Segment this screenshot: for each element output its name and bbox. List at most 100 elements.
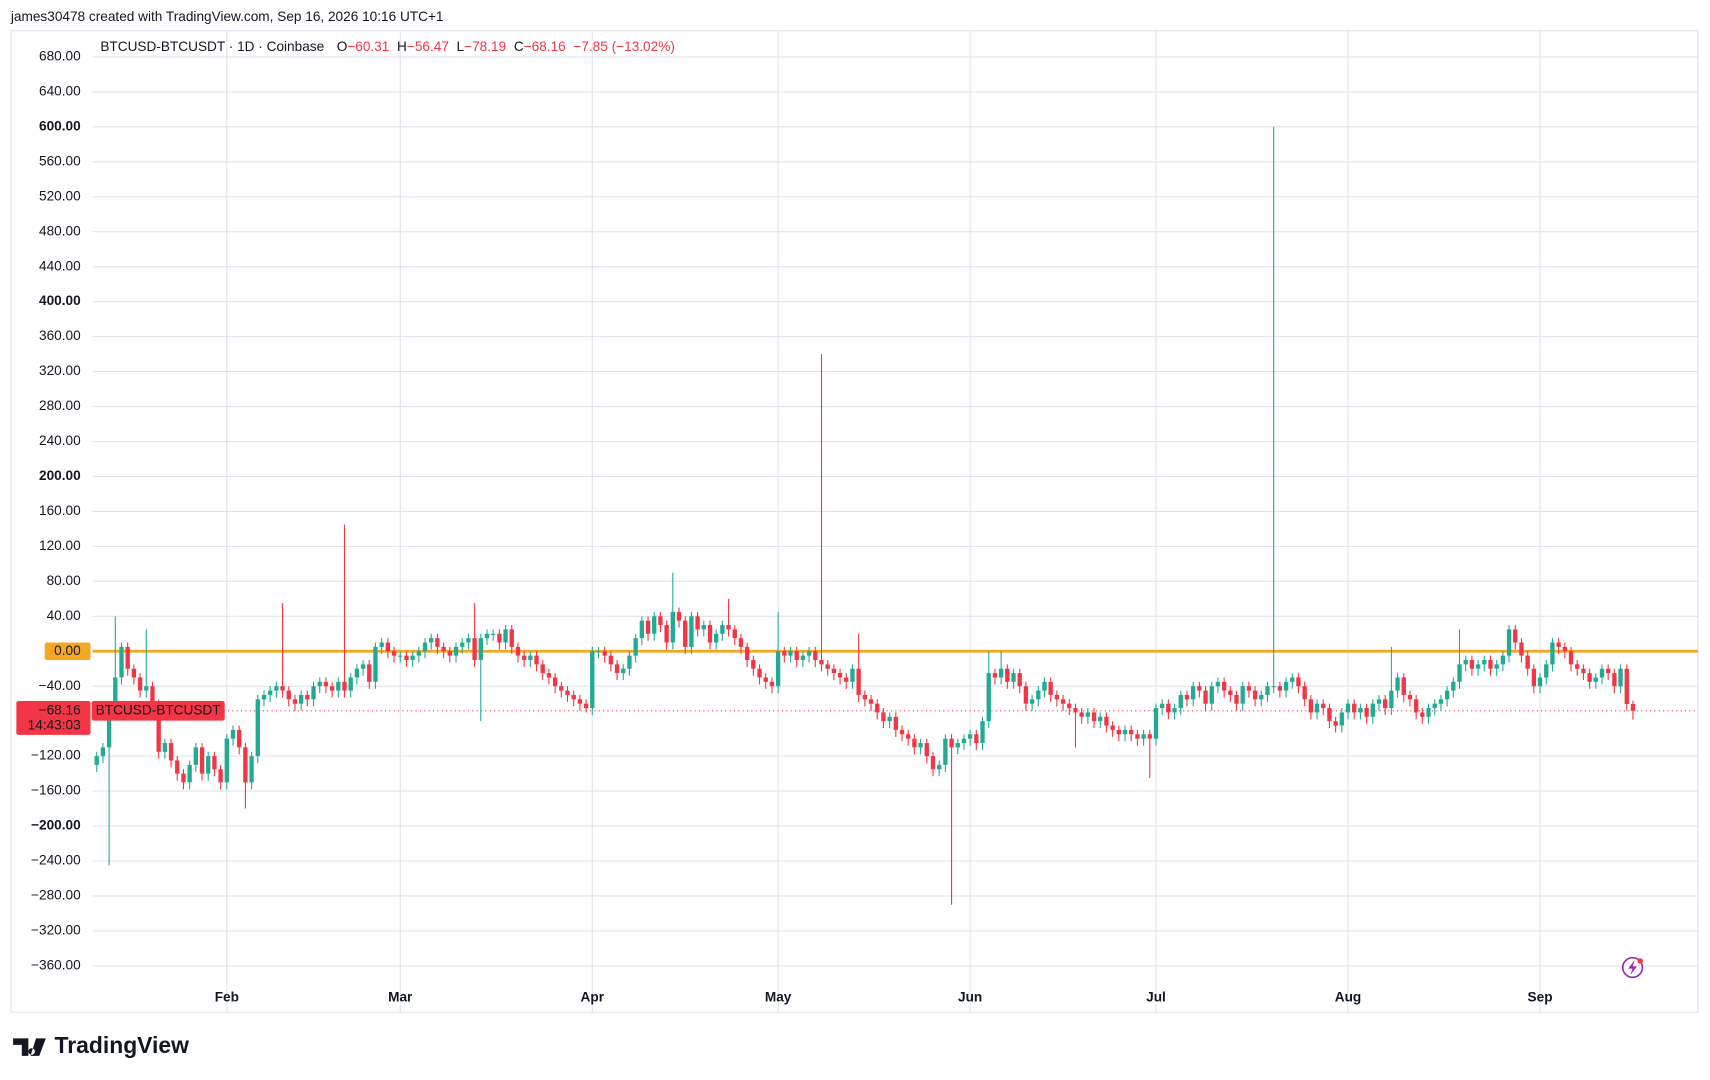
legend-key: L — [457, 39, 465, 54]
y-tick-label: 560.00 — [39, 153, 81, 168]
candle-body — [497, 633, 502, 643]
candle-body — [602, 651, 607, 656]
candle-body — [1302, 686, 1307, 700]
candle-body — [125, 646, 130, 669]
candle-body — [757, 668, 762, 678]
brand-logo[interactable]: TradingView — [13, 1032, 189, 1058]
candle-body — [1160, 703, 1165, 709]
candle-body — [385, 642, 391, 652]
x-tick-label: May — [765, 990, 792, 1005]
candle-body — [1463, 659, 1468, 665]
candle-body — [1017, 673, 1022, 687]
candle-body — [744, 646, 750, 660]
candle-body — [1438, 699, 1444, 704]
candle-body — [775, 651, 781, 687]
candle-body — [1246, 686, 1252, 691]
candle-body — [1079, 712, 1084, 717]
candle-body — [751, 659, 756, 669]
candle-body — [237, 729, 242, 748]
candle-body — [881, 712, 886, 722]
candle-body — [410, 655, 415, 660]
candle-body — [230, 729, 236, 739]
candle-body — [168, 743, 174, 761]
candle-body — [1129, 729, 1134, 735]
candle-body — [1500, 655, 1506, 665]
candle-body — [1296, 677, 1301, 687]
candle-body — [261, 694, 267, 700]
candle-body — [1587, 673, 1592, 682]
candle-body — [193, 747, 199, 765]
y-tick-label: −200.00 — [31, 818, 81, 833]
y-tick-label: −360.00 — [31, 957, 81, 972]
candle-body — [1339, 712, 1344, 726]
level-label-box — [44, 642, 91, 660]
candle-body — [305, 694, 310, 700]
candle-body — [1550, 642, 1555, 665]
candle-body — [515, 646, 521, 656]
countdown-label: 14:43:03 — [28, 718, 81, 733]
candle-body — [113, 677, 118, 713]
candle-body — [1513, 629, 1518, 643]
candle-body — [1011, 673, 1016, 682]
candle-body — [961, 738, 967, 744]
candle-body — [137, 677, 143, 691]
candle-body — [1364, 708, 1369, 717]
candle-body — [967, 734, 973, 739]
candle-body — [1172, 708, 1177, 713]
candle-body — [1525, 655, 1530, 669]
candle-body — [298, 694, 304, 704]
candle-body — [100, 747, 106, 757]
candle-body — [106, 712, 112, 748]
candle-body — [844, 677, 849, 682]
y-tick-label: −320.00 — [31, 923, 81, 938]
candle-body — [292, 699, 298, 704]
y-tick-label: 240.00 — [39, 433, 81, 448]
candles — [94, 126, 1636, 905]
candle-body — [552, 677, 558, 687]
candle-body — [986, 673, 991, 722]
candle-body — [1005, 668, 1010, 682]
candle-body — [528, 655, 533, 660]
y-tick-label: −120.00 — [31, 748, 81, 763]
y-tick-label: 480.00 — [39, 223, 81, 238]
candle-body — [249, 756, 254, 783]
candle-body — [1568, 651, 1574, 665]
candle-body — [268, 690, 273, 695]
candle-body — [1352, 703, 1357, 713]
candle-body — [175, 760, 180, 774]
candle-body — [906, 734, 911, 739]
candle-body — [150, 686, 155, 704]
candle-body — [491, 633, 496, 635]
candle-body — [1135, 734, 1140, 739]
candle-body — [144, 686, 149, 691]
candle-body — [1023, 686, 1029, 704]
candle-body — [1401, 677, 1406, 695]
candle-body — [348, 677, 353, 691]
candle-body — [1562, 646, 1567, 652]
candle-body — [1122, 729, 1128, 735]
y-tick-label: −160.00 — [31, 783, 81, 798]
candle-body — [614, 664, 620, 674]
lightning-icon[interactable] — [1621, 956, 1644, 979]
candle-body — [1426, 708, 1431, 717]
last-price-label: −68.16 — [39, 702, 81, 717]
candle-body — [837, 673, 843, 678]
candle-body — [286, 690, 291, 700]
candle-body — [998, 668, 1004, 678]
candle-body — [918, 743, 923, 748]
candle-body — [1618, 668, 1623, 687]
candle-body — [447, 651, 452, 656]
candle-body — [943, 738, 948, 765]
y-tick-label: 440.00 — [39, 258, 81, 273]
candle-body — [1556, 642, 1561, 647]
y-tick-label: 120.00 — [39, 538, 81, 553]
candle-body — [1420, 712, 1425, 717]
level-label: 0.00 — [54, 643, 81, 658]
candle-body — [930, 756, 936, 770]
candle-body — [875, 703, 880, 713]
candle-body — [521, 655, 527, 660]
candle-body — [1413, 699, 1419, 713]
x-tick-label: Sep — [1528, 990, 1553, 1005]
candle-body — [1067, 703, 1072, 709]
